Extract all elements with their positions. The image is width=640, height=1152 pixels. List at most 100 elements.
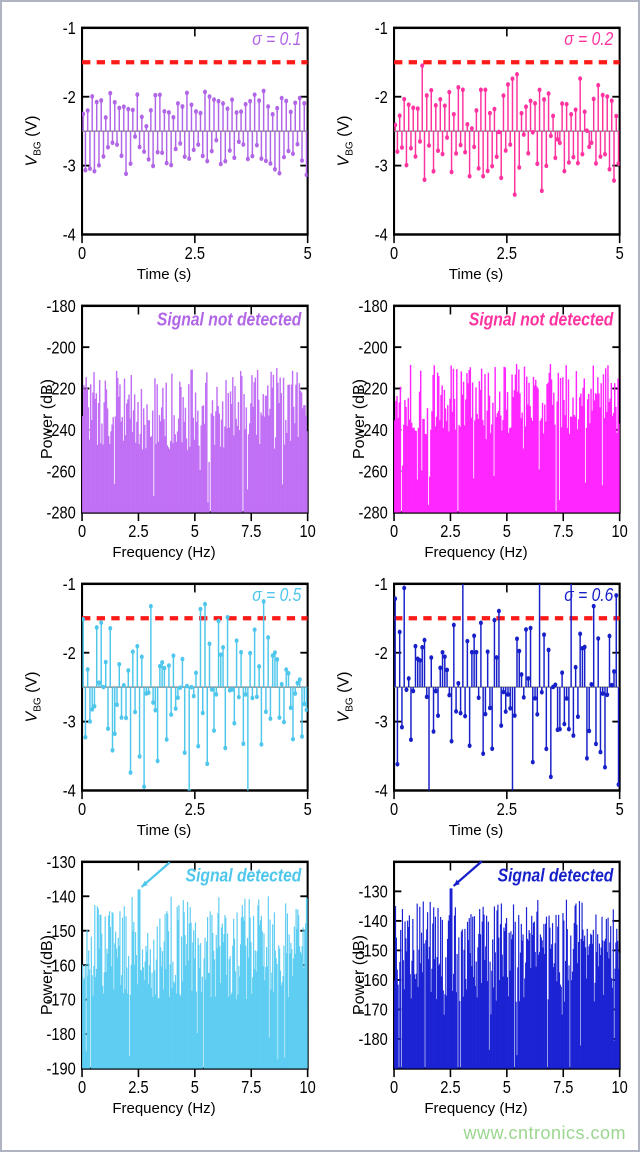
x-axis-label: Frequency (Hz): [324, 542, 628, 564]
svg-text:5: 5: [616, 245, 624, 263]
svg-text:10: 10: [300, 1079, 316, 1097]
svg-text:0: 0: [390, 1079, 398, 1097]
row-0: VBG (V)02.55-4-3-2-1σ = 0.1Time (s)VBG (…: [12, 18, 628, 286]
svg-text:0: 0: [78, 523, 86, 541]
x-axis-label: Time (s): [12, 820, 316, 842]
svg-text:2.5: 2.5: [440, 1079, 460, 1097]
svg-text:-3: -3: [63, 714, 76, 732]
svg-text:-180: -180: [359, 1031, 388, 1049]
svg-text:-220: -220: [359, 381, 388, 399]
panel-p06t: VBG (V)02.55-4-3-2-1σ = 0.6Time (s): [324, 574, 628, 842]
svg-text:Signal not detected: Signal not detected: [157, 309, 302, 329]
svg-text:-140: -140: [359, 913, 388, 931]
svg-text:-190: -190: [47, 1061, 76, 1079]
svg-text:7.5: 7.5: [553, 523, 573, 541]
panel-p05t: VBG (V)02.55-4-3-2-1σ = 0.5Time (s): [12, 574, 316, 842]
svg-text:-4: -4: [375, 783, 388, 801]
svg-text:-1: -1: [375, 576, 388, 594]
svg-text:0: 0: [78, 245, 86, 263]
svg-text:-220: -220: [47, 381, 76, 399]
svg-text:-130: -130: [359, 883, 388, 901]
x-axis-label: Frequency (Hz): [12, 542, 316, 564]
svg-text:Signal not detected: Signal not detected: [469, 309, 614, 329]
x-axis-label: Time (s): [324, 820, 628, 842]
svg-text:-180: -180: [359, 298, 388, 316]
svg-text:-2: -2: [63, 645, 76, 663]
svg-text:-280: -280: [47, 505, 76, 523]
row-3: Power (dB)02.557.510-190-180-170-160-150…: [12, 852, 628, 1120]
svg-text:10: 10: [300, 523, 316, 541]
svg-text:0: 0: [78, 801, 86, 819]
svg-text:5: 5: [503, 523, 511, 541]
svg-text:-280: -280: [359, 505, 388, 523]
svg-text:-1: -1: [63, 576, 76, 594]
panel-p02t: VBG (V)02.55-4-3-2-1σ = 0.2Time (s): [324, 18, 628, 286]
svg-text:-150: -150: [47, 923, 76, 941]
svg-text:σ = 0.1: σ = 0.1: [252, 29, 301, 49]
svg-text:Signal detected: Signal detected: [498, 865, 614, 885]
x-axis-label: Frequency (Hz): [12, 1098, 316, 1120]
svg-text:2.5: 2.5: [185, 245, 205, 263]
svg-text:-200: -200: [47, 339, 76, 357]
svg-text:2.5: 2.5: [497, 245, 517, 263]
svg-text:-260: -260: [359, 463, 388, 481]
svg-text:0: 0: [390, 523, 398, 541]
svg-text:5: 5: [304, 801, 312, 819]
svg-text:σ = 0.2: σ = 0.2: [564, 29, 614, 49]
row-2: VBG (V)02.55-4-3-2-1σ = 0.5Time (s)VBG (…: [12, 574, 628, 842]
svg-text:0: 0: [390, 245, 398, 263]
panel-p06s: Power (dB)02.557.510-180-170-160-150-140…: [324, 852, 628, 1120]
svg-text:-2: -2: [375, 645, 388, 663]
svg-text:2.5: 2.5: [185, 801, 205, 819]
svg-text:-200: -200: [359, 339, 388, 357]
x-axis-label: Time (s): [12, 264, 316, 286]
svg-text:0: 0: [390, 801, 398, 819]
svg-text:2.5: 2.5: [128, 1079, 148, 1097]
svg-text:-4: -4: [63, 783, 76, 801]
svg-text:-260: -260: [47, 463, 76, 481]
svg-text:7.5: 7.5: [241, 1079, 261, 1097]
svg-text:-240: -240: [47, 422, 76, 440]
svg-text:-180: -180: [47, 1026, 76, 1044]
svg-text:0: 0: [78, 1079, 86, 1097]
figure-page: VBG (V)02.55-4-3-2-1σ = 0.1Time (s)VBG (…: [0, 0, 640, 1152]
svg-text:-1: -1: [375, 20, 388, 38]
svg-text:-3: -3: [375, 158, 388, 176]
svg-text:10: 10: [612, 523, 628, 541]
panel-p05s: Power (dB)02.557.510-190-180-170-160-150…: [12, 852, 316, 1120]
svg-text:-2: -2: [375, 89, 388, 107]
row-1: Power (dB)02.557.510-280-260-240-220-200…: [12, 296, 628, 564]
panel-p01s: Power (dB)02.557.510-280-260-240-220-200…: [12, 296, 316, 564]
svg-text:σ = 0.5: σ = 0.5: [252, 585, 302, 605]
svg-text:5: 5: [191, 1079, 199, 1097]
svg-text:-3: -3: [63, 158, 76, 176]
svg-text:5: 5: [304, 245, 312, 263]
svg-text:-160: -160: [359, 972, 388, 990]
svg-text:-1: -1: [63, 20, 76, 38]
watermark-text: www.cntronics.com: [463, 1123, 626, 1144]
svg-text:5: 5: [503, 1079, 511, 1097]
svg-text:7.5: 7.5: [241, 523, 261, 541]
svg-text:-3: -3: [375, 714, 388, 732]
x-axis-label: Time (s): [324, 264, 628, 286]
svg-text:5: 5: [616, 801, 624, 819]
svg-text:-130: -130: [47, 854, 76, 872]
svg-text:7.5: 7.5: [553, 1079, 573, 1097]
svg-text:-4: -4: [375, 227, 388, 245]
x-axis-label: Frequency (Hz): [324, 1098, 628, 1120]
svg-text:-2: -2: [63, 89, 76, 107]
svg-text:-170: -170: [47, 992, 76, 1010]
svg-text:Signal detected: Signal detected: [186, 865, 302, 885]
panel-p01t: VBG (V)02.55-4-3-2-1σ = 0.1Time (s): [12, 18, 316, 286]
svg-text:2.5: 2.5: [128, 523, 148, 541]
svg-text:-140: -140: [47, 888, 76, 906]
svg-text:-240: -240: [359, 422, 388, 440]
svg-text:-4: -4: [63, 227, 76, 245]
svg-text:σ = 0.6: σ = 0.6: [564, 585, 614, 605]
svg-text:-170: -170: [359, 1002, 388, 1020]
svg-text:-150: -150: [359, 943, 388, 961]
svg-text:2.5: 2.5: [497, 801, 517, 819]
svg-text:-160: -160: [47, 957, 76, 975]
svg-text:10: 10: [612, 1079, 628, 1097]
panel-p02s: Power (dB)02.557.510-280-260-240-220-200…: [324, 296, 628, 564]
